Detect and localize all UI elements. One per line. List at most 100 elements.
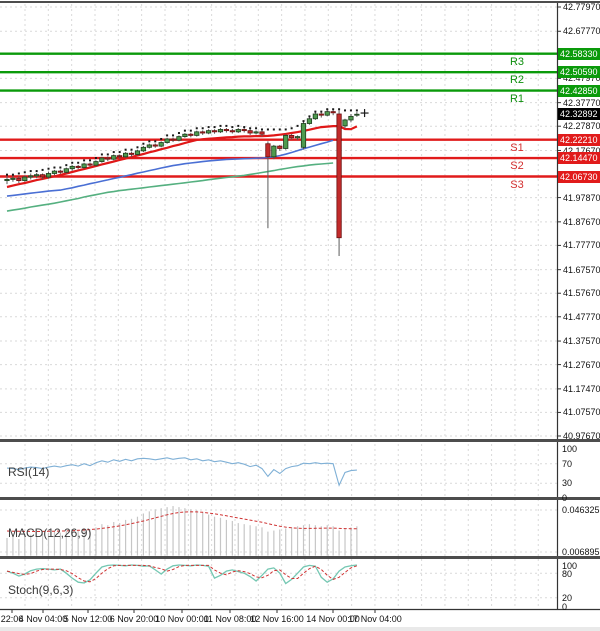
- dot-series-point: [23, 171, 26, 174]
- candle-body: [134, 150, 141, 155]
- stoch-axis-label: 80: [562, 568, 573, 579]
- dot-series-point: [225, 124, 228, 127]
- candle-body: [81, 163, 87, 168]
- candle-body: [289, 135, 295, 139]
- candle-body: [241, 129, 247, 132]
- time-axis-label: 6 Nov 20:00: [109, 614, 159, 624]
- candle-body: [111, 155, 117, 160]
- pivot-price-box-s3: 42.06730: [558, 170, 600, 183]
- dot-series-point: [255, 127, 258, 130]
- stoch-axis-label: 0: [562, 601, 568, 612]
- dot-series-point: [201, 127, 204, 130]
- dot-series-point: [355, 109, 358, 112]
- window-top-border: [0, 1, 600, 3]
- candle-body: [265, 143, 271, 158]
- candle-body: [182, 133, 188, 137]
- stoch-d-line: [6, 564, 358, 583]
- candle-body: [16, 177, 22, 182]
- time-axis-label: 12 Nov 16:00: [250, 614, 304, 624]
- dot-series-point: [189, 129, 192, 132]
- price-axis-tick: 42.77970: [563, 2, 600, 12]
- ma-slow-green: [6, 162, 334, 212]
- pivot-label-s2: S2: [510, 160, 524, 173]
- pivot-price-box-s1: 42.22210: [558, 133, 600, 146]
- dot-series-point: [219, 124, 222, 127]
- price-axis-tick: 40.97670: [563, 431, 600, 441]
- dot-series-point: [296, 124, 299, 127]
- dot-series-point: [332, 108, 335, 111]
- dot-series-point: [142, 142, 145, 145]
- candle-body: [229, 130, 235, 133]
- candle-body: [117, 155, 123, 158]
- macd-axis-label: 0.046325: [562, 505, 600, 515]
- panel-divider[interactable]: [0, 497, 600, 500]
- candle-body: [336, 113, 342, 239]
- price-axis-tick: 41.27670: [563, 359, 600, 370]
- pivot-label-r1: R1: [509, 92, 525, 105]
- pivot-label-s3: S3: [510, 178, 524, 191]
- candle-body: [69, 165, 75, 170]
- dot-series-point: [17, 172, 20, 175]
- dot-series-point: [77, 161, 80, 164]
- macd-axis-label: 0.006895: [562, 547, 600, 557]
- pivot-label-r2: R2: [509, 74, 525, 87]
- dot-series-point: [237, 124, 240, 127]
- pivot-label-s1: S1: [510, 141, 524, 154]
- dot-series-point: [154, 140, 157, 143]
- rsi-line: [6, 457, 357, 487]
- dot-series-point: [136, 146, 139, 149]
- price-axis-tick: 41.47770: [563, 311, 600, 322]
- dot-series-point: [243, 126, 246, 129]
- dot-series-point: [207, 126, 210, 129]
- dot-series-point: [284, 128, 287, 131]
- price-axis-tick: 41.17470: [563, 383, 600, 394]
- dot-series-point: [106, 153, 109, 156]
- dot-series-point: [172, 134, 175, 137]
- dot-series-point: [272, 128, 275, 131]
- price-axis-tick: 41.77770: [563, 240, 600, 251]
- candle-body: [247, 130, 253, 134]
- dot-series-point: [308, 115, 311, 118]
- dot-series-point: [314, 110, 317, 113]
- candle-body: [271, 145, 277, 158]
- candle-body: [28, 175, 34, 178]
- candle-body: [330, 111, 336, 114]
- panel-divider[interactable]: [0, 556, 600, 559]
- candle-body: [105, 157, 111, 160]
- rsi-axis-label: 100: [562, 444, 578, 454]
- candle-body: [45, 173, 52, 178]
- price-axis-tick: 42.27870: [563, 121, 600, 132]
- candle-body: [354, 113, 360, 116]
- candle-body: [170, 138, 176, 141]
- candle-body: [200, 131, 206, 134]
- time-axis-label: 17 Nov 04:00: [348, 614, 402, 624]
- time-axis-label: 22:06: [0, 614, 24, 624]
- dot-series-point: [338, 108, 341, 111]
- price-axis-tick: 41.57670: [563, 288, 600, 299]
- dot-series-point: [29, 170, 32, 173]
- candle-body: [4, 179, 10, 182]
- dot-series-point: [266, 128, 269, 131]
- dot-series-point: [278, 128, 281, 131]
- candle-body: [164, 138, 170, 143]
- dot-series-point: [59, 166, 62, 169]
- dot-series-point: [326, 108, 329, 111]
- candle-body: [128, 152, 135, 155]
- candle-body: [146, 144, 152, 148]
- time-axis-label: 14 Nov 00:00: [306, 614, 360, 624]
- dot-series-point: [89, 159, 92, 162]
- rsi-axis-label: 30: [562, 478, 573, 489]
- dot-series-point: [65, 164, 68, 167]
- dot-series-point: [118, 151, 121, 154]
- candle-body: [10, 177, 16, 180]
- dot-series-point: [183, 129, 186, 132]
- panel-divider[interactable]: [0, 439, 600, 442]
- price-axis-tick: 41.67570: [563, 264, 600, 275]
- candle-body: [306, 118, 313, 124]
- ma-fast-red: [6, 124, 358, 189]
- pivot-price-box-s2: 42.14470: [558, 152, 600, 165]
- dot-series-point: [249, 127, 252, 130]
- bottom-strip: [0, 627, 600, 631]
- price-axis-tick: 42.67770: [563, 26, 600, 37]
